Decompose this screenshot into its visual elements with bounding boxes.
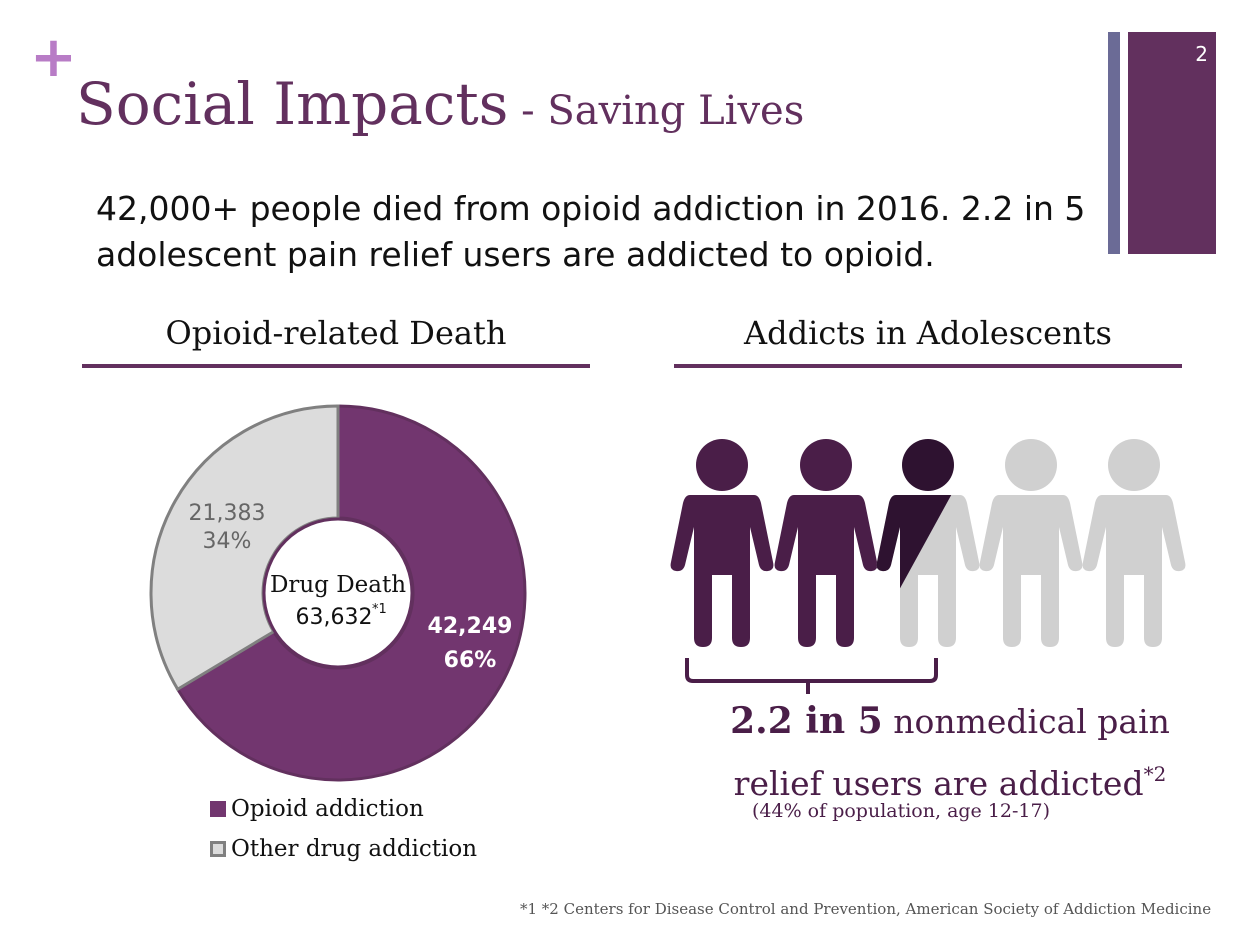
legend-label-opioid: Opioid addiction [231, 796, 424, 822]
data-label-other-percent: 34% [203, 529, 252, 554]
data-label-opioid-value: 42,249 [428, 614, 513, 639]
donut-chart-title: Opioid-related Death [165, 314, 507, 352]
person-icon-head [1108, 439, 1160, 491]
stat-number: 2.2 in 5 [730, 700, 883, 742]
addiction-stat: 2.2 in 5 nonmedical pain relief users ar… [690, 698, 1210, 813]
person-icon-head [902, 439, 954, 491]
legend-item-other: Other drug addiction [210, 836, 477, 862]
stat-note: (44% of population, age 12-17) [752, 800, 1051, 822]
icon-array-title: Addicts in Adolescents [744, 314, 1112, 352]
donut-hole [262, 517, 414, 669]
person-icon-addicted [670, 495, 774, 647]
donut-chart: Drug Death 63,632 *1 42,249 66% 21,383 34% [149, 404, 527, 782]
bracket-icon [685, 658, 938, 694]
decorative-side-bar [1108, 32, 1120, 254]
person-icon-addicted [774, 495, 878, 647]
legend-item-opioid: Opioid addiction [210, 796, 424, 822]
data-label-other-value: 21,383 [189, 501, 266, 526]
data-label-opioid-percent: 66% [444, 648, 497, 673]
headline: 42,000+ people died from opioid addictio… [96, 189, 1086, 274]
people-icon-array [670, 439, 1186, 647]
donut-title-underline [82, 364, 590, 368]
legend-swatch-opioid [210, 801, 226, 817]
title-sub: - Saving Lives [508, 88, 805, 134]
source-footnote: *1 *2 Centers for Disease Control and Pr… [520, 900, 1212, 918]
icon-array-title-underline [674, 364, 1182, 368]
title-main: Social Impacts [76, 70, 509, 138]
page-number: 2 [1195, 42, 1208, 66]
person-icon-head [800, 439, 852, 491]
person-icon-not-addicted [979, 495, 1083, 647]
stat-footnote-marker: *2 [1143, 762, 1167, 786]
person-icon-head [1005, 439, 1057, 491]
legend-swatch-other [210, 841, 226, 857]
slide-title: Social Impacts - Saving Lives [76, 70, 804, 138]
person-icon-head [696, 439, 748, 491]
stat-text: nonmedical pain relief users are addicte… [733, 702, 1170, 803]
page-number-bar [1128, 32, 1216, 254]
plus-icon: + [30, 25, 77, 90]
legend-label-other: Other drug addiction [231, 836, 478, 862]
person-icon-not-addicted [1082, 495, 1186, 647]
donut-center-label: Drug Death [270, 572, 406, 598]
donut-center-value: 63,632 [296, 605, 373, 630]
donut-center-footnote-marker: *1 [372, 602, 387, 617]
